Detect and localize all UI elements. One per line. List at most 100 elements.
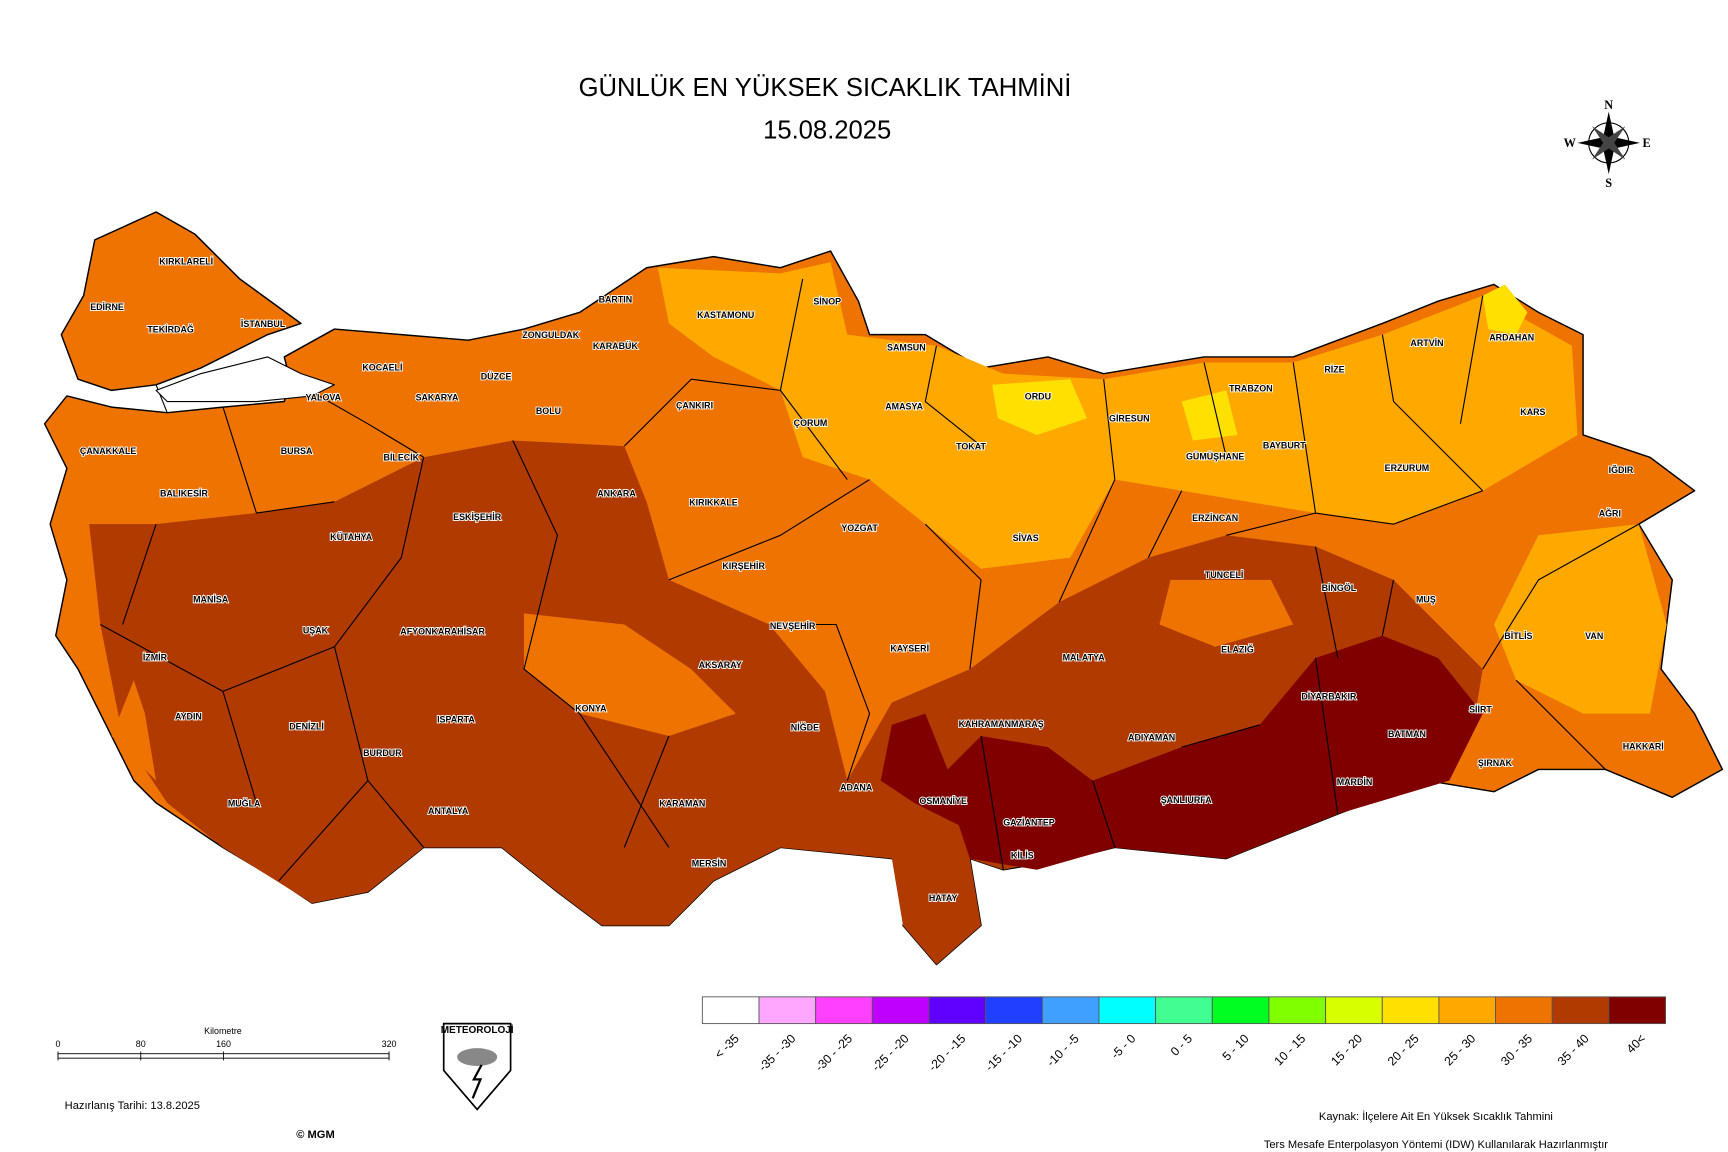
legend-swatch — [1325, 996, 1383, 1025]
province-label: ÇORUM — [794, 418, 828, 428]
province-label: DENİZLİ — [289, 721, 324, 731]
province-label: VAN — [1585, 631, 1603, 641]
province-label: KİLİS — [1011, 851, 1034, 861]
province-label: ISPARTA — [437, 715, 475, 725]
province-label: EDİRNE — [90, 302, 124, 312]
province-label: ŞIRNAK — [1478, 758, 1513, 768]
legend-label: 35 - 40 — [1555, 1031, 1592, 1068]
province-label: MUŞ — [1416, 594, 1436, 604]
legend-swatch — [1381, 996, 1440, 1025]
zone-25-30-east — [1493, 524, 1667, 714]
province-label: TRABZON — [1229, 384, 1273, 394]
province-label: BALIKESİR — [160, 488, 209, 498]
province-label: KARABÜK — [593, 341, 639, 351]
legend: < -35 -35 - -30 -30 - -25 -25 - -20 -20 - -1… — [701, 996, 1667, 1074]
province-label: ANKARA — [597, 488, 636, 498]
province-labels: KIRKLARELİ EDİRNE TEKİRDAĞ İSTANBUL KOCAELİ Y… — [79, 256, 1665, 904]
compass-w: W — [1564, 136, 1577, 150]
legend-swatch — [1608, 996, 1667, 1025]
legend-swatch — [701, 996, 760, 1025]
legend-label: 30 - 35 — [1498, 1031, 1535, 1068]
province-label: KARS — [1520, 407, 1545, 417]
thrace — [60, 211, 302, 392]
province-label: ŞANLIURFA — [1161, 795, 1213, 805]
province-label: ESKİŞEHİR — [453, 512, 502, 522]
scale-tick-label: 80 — [136, 1039, 146, 1049]
province-label: KIRIKKALE — [689, 497, 738, 507]
province-label: BATMAN — [1388, 729, 1426, 739]
legend-swatch — [1041, 996, 1100, 1025]
legend-swatch — [1155, 996, 1213, 1025]
province-borders — [100, 278, 1640, 882]
legend-swatch — [1495, 996, 1553, 1025]
legend-label: -20 - -15 — [926, 1031, 969, 1074]
province-label: MUĞLA — [228, 797, 261, 808]
scale-tick-label: 0 — [55, 1039, 60, 1049]
zone-30-35-inner — [111, 579, 1294, 781]
map-title: GÜNLÜK EN YÜKSEK SICAKLIK TAHMİNİ — [579, 73, 1072, 102]
compass-n: N — [1604, 98, 1613, 112]
legend-swatch — [758, 996, 817, 1025]
legend-label: 20 - 25 — [1385, 1031, 1422, 1068]
province-label: KAYSERİ — [890, 643, 929, 653]
province-label: GAZİANTEP — [1003, 817, 1055, 827]
province-label: NİĞDE — [791, 722, 819, 733]
province-label: MANİSA — [193, 594, 229, 604]
legend-swatch — [1268, 996, 1327, 1025]
province-label: BURSA — [281, 446, 313, 456]
zone-25-30 — [657, 262, 1578, 569]
province-label: KOCAELİ — [362, 362, 402, 372]
turkey-map — [43, 211, 1724, 966]
province-label: UŞAK — [303, 626, 329, 636]
province-label: SAMSUN — [887, 342, 926, 352]
legend-swatch — [815, 996, 873, 1025]
province-label: KIRŞEHİR — [722, 561, 765, 571]
province-label: ARDAHAN — [1489, 332, 1534, 342]
legend-label: 25 - 30 — [1441, 1031, 1478, 1068]
province-label: KARAMAN — [659, 798, 705, 808]
province-label: İZMİR — [143, 652, 168, 662]
province-label: SİİRT — [1469, 705, 1492, 715]
province-label: NEVŞEHİR — [770, 621, 816, 631]
province-label: HAKKARİ — [1623, 741, 1664, 751]
compass-s: S — [1605, 176, 1612, 190]
province-label: İSTANBUL — [241, 319, 286, 329]
province-label: ZONGULDAK — [522, 330, 579, 340]
scale-tick-label: 160 — [216, 1039, 231, 1049]
legend-label: -25 - -20 — [869, 1031, 912, 1074]
province-label: TEKİRDAĞ — [147, 324, 194, 335]
province-label: DÜZCE — [481, 371, 512, 381]
legend-swatch — [1438, 996, 1497, 1025]
province-label: AFYONKARAHİSAR — [400, 627, 485, 637]
province-label: TOKAT — [956, 442, 986, 452]
legend-swatch — [1551, 996, 1610, 1025]
legend-swatch — [985, 996, 1043, 1025]
scale-bar: Kilometre 0 80 160 320 — [55, 1026, 397, 1061]
legend-label: -10 - -5 — [1044, 1031, 1082, 1069]
province-label: YALOVA — [305, 393, 341, 403]
province-label: IĞDIR — [1609, 464, 1634, 475]
prepared-date: Hazırlanış Tarihi: 13.8.2025 — [65, 1100, 200, 1112]
province-label: AYDIN — [175, 711, 202, 721]
province-label: KONYA — [575, 704, 607, 714]
province-label: BİNGÖL — [1322, 583, 1357, 593]
province-label: RİZE — [1324, 365, 1344, 375]
province-label: GİRESUN — [1109, 414, 1150, 424]
province-label: MERSİN — [692, 859, 727, 869]
province-label: ERZİNCAN — [1192, 513, 1238, 523]
copyright: © MGM — [296, 1129, 334, 1141]
province-label: KÜTAHYA — [330, 532, 373, 542]
province-label: YOZGAT — [841, 523, 878, 533]
compass: N E S W — [1564, 98, 1651, 190]
province-label: ADANA — [840, 783, 873, 793]
legend-swatch — [871, 996, 930, 1025]
legend-swatch — [928, 996, 987, 1025]
legend-label: -5 - 0 — [1108, 1031, 1138, 1061]
province-label: GÜMÜŞHANE — [1186, 452, 1244, 462]
legend-label: 5 - 10 — [1220, 1031, 1252, 1063]
province-label: SİVAS — [1013, 533, 1039, 543]
legend-label: 10 - 15 — [1272, 1031, 1309, 1068]
province-label: ELAZIĞ — [1221, 643, 1254, 654]
legend-label: 15 - 20 — [1328, 1031, 1365, 1068]
